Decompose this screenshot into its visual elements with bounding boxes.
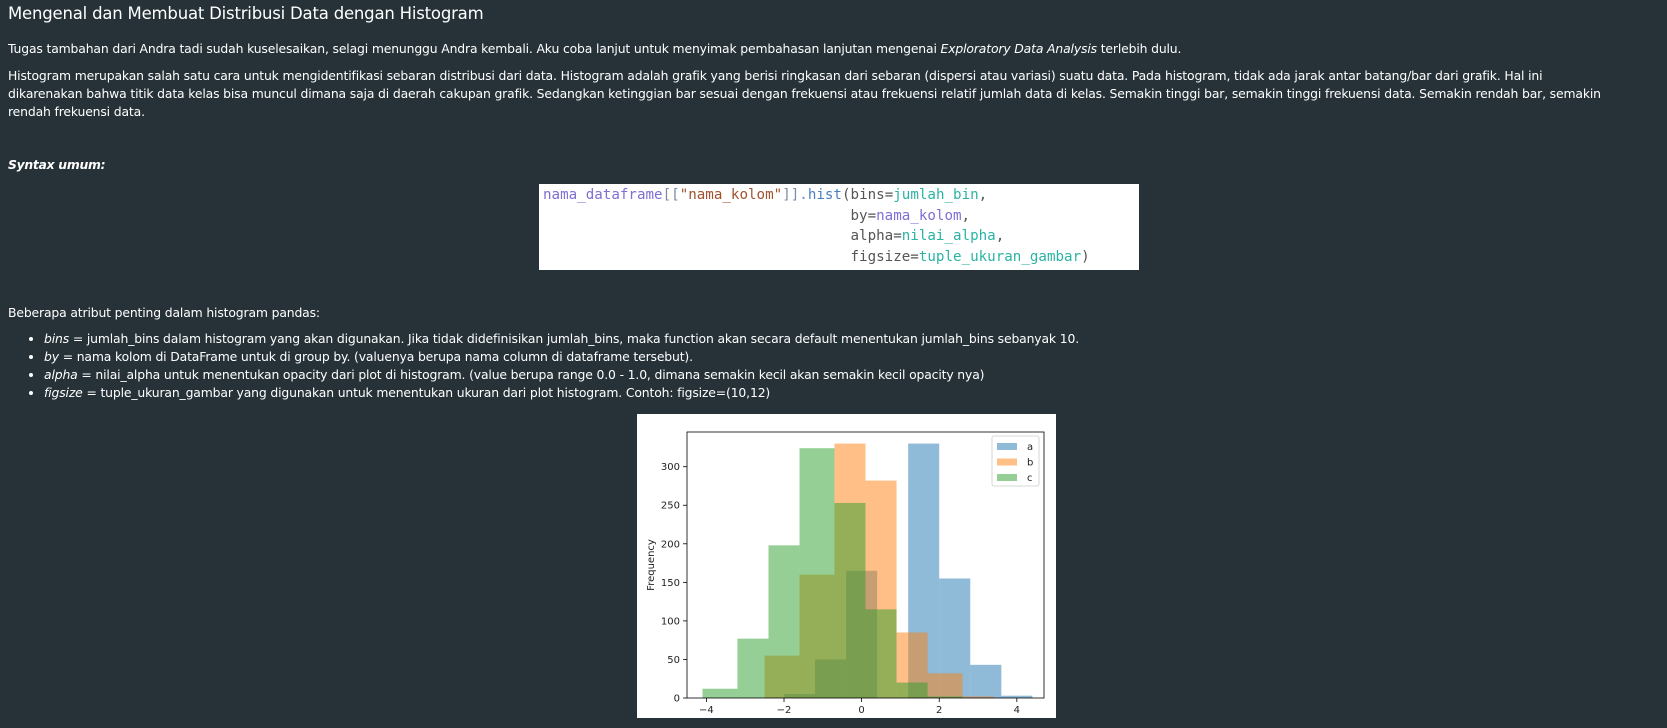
attribute-desc: = tuple_ukuran_gambar yang digunakan unt…: [82, 385, 771, 400]
code-paren-open: (: [841, 187, 851, 203]
attribute-desc: = jumlah_bins dalam histogram yang akan …: [69, 331, 1080, 346]
code-bins-key: bins=: [850, 187, 894, 203]
code-alpha-value: nilai_alpha: [901, 228, 996, 244]
x-tick-label: 0: [858, 705, 864, 716]
page-title: Mengenal dan Membuat Distribusi Data den…: [8, 4, 484, 23]
y-tick-label: 200: [661, 539, 680, 550]
intro-text-end: terlebih dulu.: [1096, 41, 1182, 56]
code-by-value: nama_kolom: [876, 207, 962, 224]
x-tick-label: −2: [777, 705, 792, 716]
legend-label: a: [1027, 442, 1033, 453]
histogram-bar-c: [834, 502, 866, 698]
code-method: hist: [807, 187, 842, 203]
code-column-string: "nama_kolom": [679, 187, 783, 203]
intro-text: Tugas tambahan dari Andra tadi sudah kus…: [8, 41, 941, 56]
code-snippet: nama_dataframe[["nama_kolom"]].hist(bins…: [539, 184, 1139, 270]
histogram-bar-c: [799, 448, 835, 698]
syntax-label: Syntax umum:: [8, 157, 106, 172]
code-bins-value: jumlah_bin: [893, 187, 979, 203]
y-tick-label: 300: [661, 462, 680, 473]
y-axis-label: Frequency: [646, 539, 657, 591]
code-paren-close: ): [1081, 248, 1090, 265]
y-tick-label: 50: [667, 655, 680, 666]
intro-paragraph: Tugas tambahan dari Andra tadi sudah kus…: [8, 40, 1181, 58]
code-bracket-close: ]].: [782, 187, 808, 203]
code-figsize-value: tuple_ukuran_gambar: [918, 248, 1082, 265]
description-line: rendah frekuensi data.: [8, 104, 145, 119]
attribute-desc: = nama kolom di DataFrame untuk di group…: [58, 349, 693, 364]
legend-swatch-c: [997, 474, 1017, 481]
histogram-bar-c: [896, 682, 928, 698]
attribute-name: alpha: [44, 367, 78, 382]
attribute-name: figsize: [44, 385, 83, 400]
code-comma: ,: [961, 207, 971, 224]
code-bracket-open: [[: [662, 187, 680, 203]
description-paragraph: Histogram merupakan salah satu cara untu…: [8, 67, 1660, 121]
x-tick-label: 4: [1014, 705, 1020, 716]
code-comma: ,: [995, 228, 1005, 244]
attribute-desc: = nilai_alpha untuk menentukan opacity d…: [77, 367, 985, 382]
description-line: Histogram merupakan salah satu cara untu…: [8, 68, 1543, 83]
attributes-intro: Beberapa atribut penting dalam histogram…: [8, 305, 320, 320]
histogram-bar-c: [702, 688, 738, 698]
histogram-figure: 0 50 100 150 200 250 300 −4 −2 0 2 4 Frequency a b c: [637, 414, 1056, 718]
code-comma: ,: [978, 187, 988, 203]
legend-label: b: [1027, 458, 1033, 469]
list-item: bins = jumlah_bins dalam histogram yang …: [44, 330, 1079, 348]
histogram-bar-c: [737, 638, 769, 698]
list-item: alpha = nilai_alpha untuk menentukan opa…: [44, 366, 1079, 384]
attribute-name: bins: [44, 331, 70, 346]
code-by-key: by=: [850, 207, 877, 224]
description-line: dikarenakan bahwa titik data kelas bisa …: [8, 86, 1601, 101]
code-dataframe: nama_dataframe: [543, 187, 663, 203]
histogram-chart: 0 50 100 150 200 250 300 −4 −2 0 2 4 Frequency abc: [646, 431, 1045, 716]
plot-frame: [686, 431, 1045, 699]
y-tick-label: 250: [661, 501, 680, 512]
intro-emphasis: Exploratory Data Analysis: [940, 41, 1098, 56]
legend-swatch-b: [997, 458, 1017, 466]
histogram-bar-a: [970, 664, 1002, 698]
histogram-bar-c: [768, 545, 800, 698]
y-tick-label: 0: [674, 694, 680, 705]
x-tick-label: 2: [936, 705, 942, 716]
list-item: by = nama kolom di DataFrame untuk di gr…: [44, 348, 1079, 366]
y-tick-label: 100: [661, 616, 680, 627]
list-item: figsize = tuple_ukuran_gambar yang digun…: [44, 384, 1079, 402]
histogram-bar-b: [927, 673, 963, 698]
histogram-bar-c: [865, 609, 897, 698]
code-figsize-key: figsize=: [850, 248, 919, 265]
y-tick-label: 150: [661, 578, 680, 589]
histogram-bar-a: [1001, 695, 1033, 698]
legend-swatch-a: [997, 443, 1017, 450]
histogram-bar-c: [927, 696, 963, 698]
attribute-name: by: [44, 349, 59, 364]
legend-label: c: [1027, 473, 1033, 484]
code-alpha-key: alpha=: [850, 228, 902, 244]
histogram-bar-b: [962, 696, 994, 698]
attributes-list: bins = jumlah_bins dalam histogram yang …: [8, 330, 1079, 402]
x-tick-label: −4: [699, 705, 714, 716]
